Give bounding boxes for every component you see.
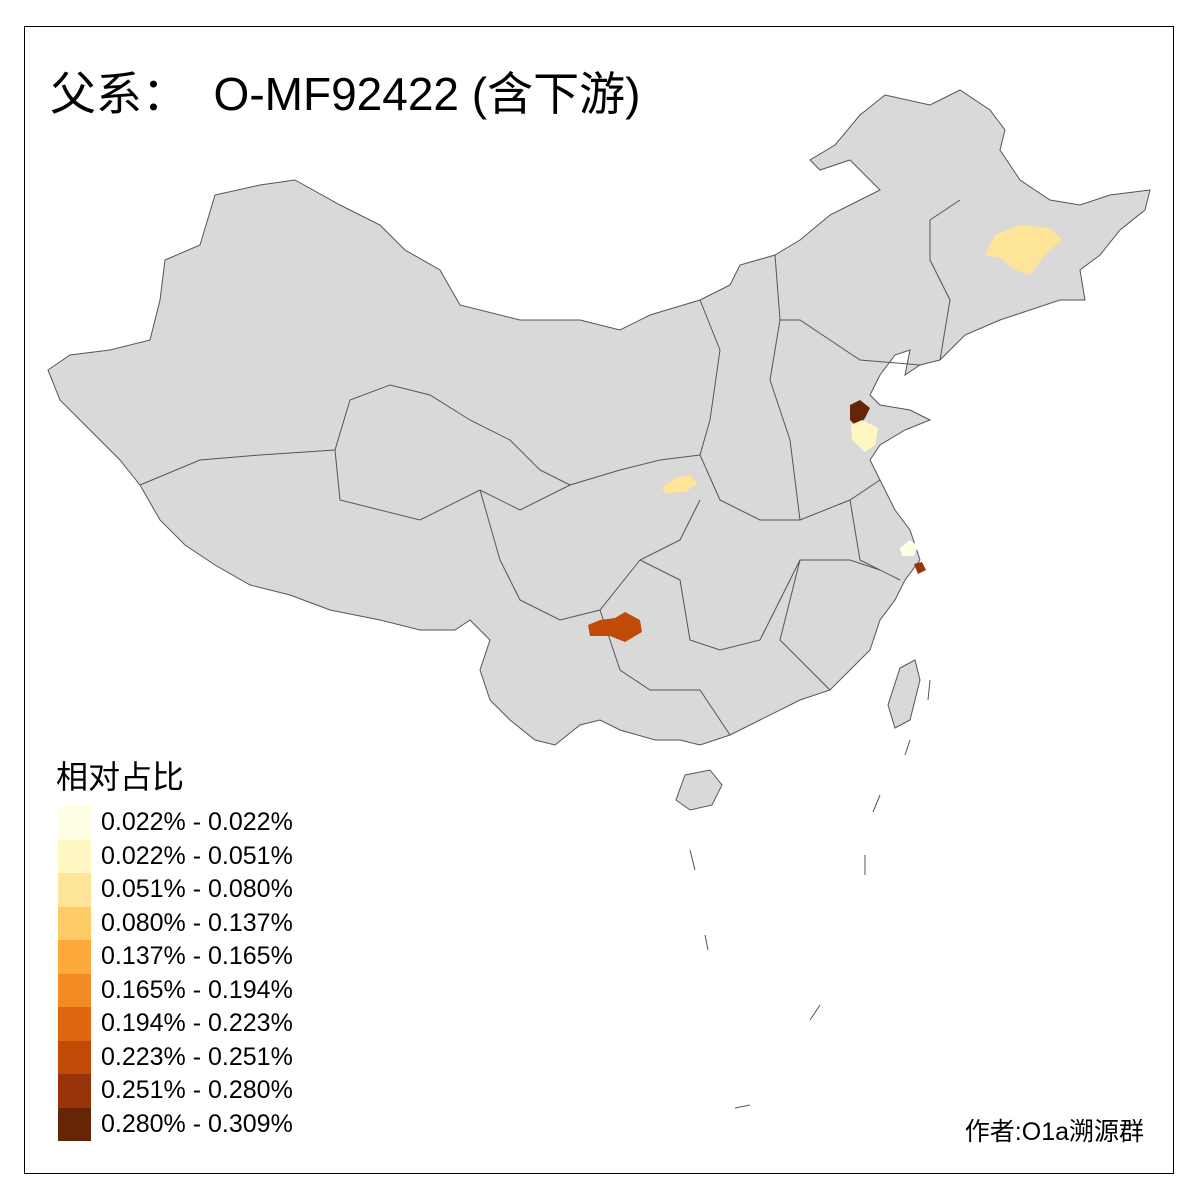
legend-swatch [58, 1074, 91, 1108]
legend-label: 0.051% - 0.080% [101, 875, 293, 904]
highlighted-regions [588, 225, 1062, 642]
legend-swatch [58, 1040, 91, 1074]
legend-item: 0.251% - 0.280% [58, 1074, 293, 1108]
legend-label: 0.280% - 0.309% [101, 1109, 293, 1138]
legend-item: 0.223% - 0.251% [58, 1040, 293, 1074]
region-shandong-central [851, 420, 878, 452]
legend-swatch [58, 806, 91, 840]
legend-item: 0.051% - 0.080% [58, 873, 293, 907]
author-credit: 作者:O1a溯源群 [964, 1118, 1144, 1146]
map-title: 父系： O-MF92422 (含下游) [50, 68, 641, 120]
legend-label: 0.022% - 0.022% [101, 808, 293, 837]
region-zhejiang-north [914, 562, 926, 574]
legend-swatch [58, 839, 91, 873]
province-borders [139, 199, 961, 736]
legend-label: 0.223% - 0.251% [101, 1042, 293, 1071]
map-frame [24, 26, 1174, 1174]
legend-label: 0.165% - 0.194% [101, 975, 293, 1004]
legend-label: 0.194% - 0.223% [101, 1009, 293, 1038]
legend: 0.022% - 0.022% 0.022% - 0.051% 0.051% - 0… [58, 806, 293, 1141]
region-guizhou [588, 612, 642, 642]
taiwan-island [887, 659, 921, 729]
hainan-island [675, 769, 723, 811]
china-mainland [47, 89, 1151, 746]
region-shandong-north [850, 400, 870, 428]
legend-swatch [58, 1007, 91, 1041]
legend-swatch [58, 940, 91, 974]
region-heilongjiang [985, 225, 1062, 275]
legend-swatch [58, 973, 91, 1007]
legend-swatch [58, 1107, 91, 1141]
legend-swatch [58, 906, 91, 940]
legend-item: 0.080% - 0.137% [58, 906, 293, 940]
legend-label: 0.137% - 0.165% [101, 942, 293, 971]
legend-label: 0.022% - 0.051% [101, 841, 293, 870]
region-shaanxi [662, 475, 698, 493]
legend-item: 0.165% - 0.194% [58, 973, 293, 1007]
legend-item: 0.194% - 0.223% [58, 1007, 293, 1041]
legend-item: 0.137% - 0.165% [58, 940, 293, 974]
legend-title: 相对占比 [56, 759, 185, 795]
south-china-sea-islands [689, 679, 931, 1109]
legend-swatch [58, 873, 91, 907]
region-shanghai [900, 540, 918, 556]
legend-item: 0.022% - 0.022% [58, 806, 293, 840]
legend-label: 0.251% - 0.280% [101, 1076, 293, 1105]
legend-item: 0.022% - 0.051% [58, 839, 293, 873]
legend-item: 0.280% - 0.309% [58, 1107, 293, 1141]
legend-label: 0.080% - 0.137% [101, 908, 293, 937]
